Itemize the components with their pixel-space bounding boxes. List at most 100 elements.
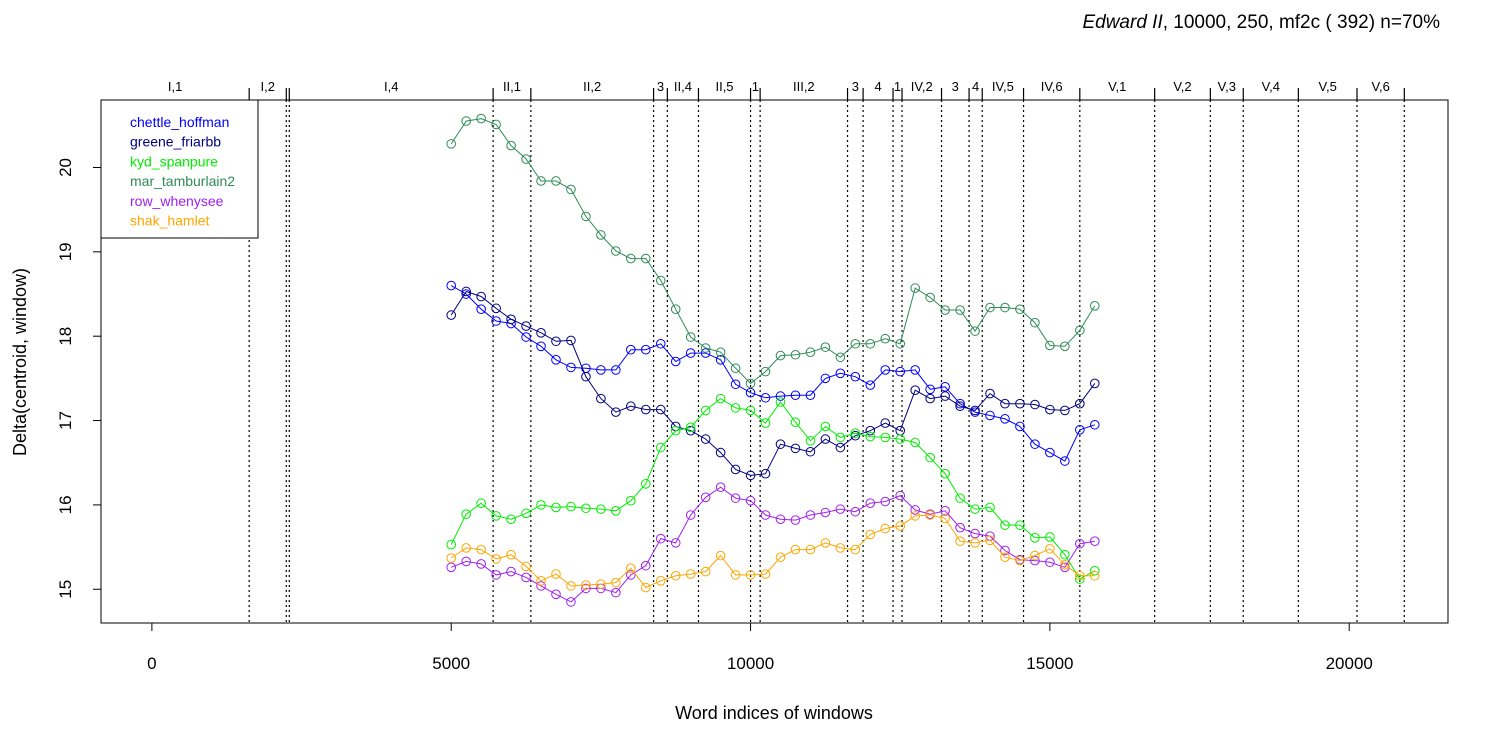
data-point: [1015, 520, 1025, 530]
data-point: [476, 304, 486, 315]
data-point: [745, 570, 756, 580]
data-point: [626, 253, 636, 264]
data-point: [730, 379, 741, 390]
scene-label: III,2: [793, 79, 815, 94]
data-point: [685, 332, 696, 342]
data-point: [865, 498, 876, 509]
data-point: [461, 543, 471, 553]
data-point: [880, 432, 891, 443]
data-point: [491, 119, 501, 130]
data-point: [1030, 439, 1040, 449]
data-point: [850, 371, 861, 382]
data-point: [551, 355, 561, 365]
data-point: [685, 569, 696, 579]
x-tick-label: 0: [147, 654, 156, 673]
data-point: [581, 583, 591, 594]
data-point: [835, 504, 846, 514]
data-point: [446, 562, 457, 573]
data-point: [626, 563, 636, 573]
data-point: [760, 510, 771, 520]
data-point: [985, 535, 995, 546]
data-point: [730, 403, 741, 413]
data-point: [521, 332, 531, 342]
data-point: [655, 404, 666, 415]
data-point: [640, 582, 651, 593]
data-point: [685, 425, 696, 436]
data-point: [1045, 340, 1055, 351]
legend-entry: row_whenysee: [130, 193, 224, 209]
scene-label: V,2: [1173, 79, 1191, 94]
data-point: [715, 347, 726, 358]
data-point: [880, 418, 891, 428]
scene-label: 3: [952, 79, 959, 94]
y-tick-label: 20: [56, 158, 75, 177]
data-point: [760, 366, 771, 377]
data-point: [1045, 543, 1055, 554]
legend: chettle_hoffman greene_friarbb kyd_spanpur…: [100, 99, 259, 239]
data-point: [940, 382, 950, 392]
scene-label: I,1: [168, 79, 182, 94]
data-point: [566, 362, 576, 373]
data-point: [655, 533, 666, 544]
data-point: [895, 521, 906, 531]
scene-label: II,1: [503, 79, 521, 94]
scene-label: IV,2: [911, 79, 933, 94]
scene-markers: I,1 I,2 I,4 II,1 II,2 3 II,4 II,5 1 III,2 3 4 1 IV,2 3…: [168, 79, 1405, 623]
series-line: [450, 285, 1095, 462]
data-point: [476, 498, 486, 509]
data-point: [536, 341, 546, 352]
data-point: [745, 495, 756, 506]
data-point: [655, 275, 666, 286]
scene-label: IV,6: [1041, 79, 1063, 94]
y-tick-label: 18: [56, 327, 75, 346]
data-point: [1000, 545, 1010, 556]
data-point: [985, 502, 995, 513]
data-point: [730, 464, 741, 475]
data-point: [1089, 378, 1100, 389]
data-point: [775, 397, 786, 407]
data-point: [491, 303, 501, 314]
y-tick-label: 15: [56, 580, 75, 599]
data-point: [805, 544, 816, 555]
legend-entry: mar_tamburlain2: [130, 173, 235, 189]
data-point: [955, 536, 965, 546]
data-point: [655, 576, 666, 586]
data-point: [1000, 302, 1010, 313]
data-point: [790, 390, 801, 401]
data-point: [775, 350, 786, 361]
data-point: [820, 434, 831, 444]
data-point: [835, 352, 846, 363]
data-point: [670, 570, 681, 581]
data-point: [506, 549, 516, 560]
data-point: [670, 304, 681, 315]
data-point: [1089, 419, 1100, 430]
data-point: [685, 510, 696, 520]
data-point: [536, 581, 546, 591]
scene-label: V,3: [1218, 79, 1236, 94]
scene-label: II,2: [583, 79, 601, 94]
data-point: [596, 230, 606, 240]
data-point: [1075, 538, 1085, 549]
data-point: [626, 495, 636, 506]
data-point: [1089, 536, 1100, 546]
scene-label: 4: [972, 79, 979, 94]
data-point: [805, 347, 816, 358]
series-line: [451, 486, 1095, 603]
data-point: [940, 305, 950, 315]
data-point: [865, 380, 876, 390]
data-point: [985, 410, 995, 421]
series-row_whenysee: [446, 482, 1100, 607]
data-point: [626, 344, 636, 355]
y-axis-label: Delta(centroid, window): [10, 268, 30, 456]
data-point: [670, 425, 681, 436]
data-point: [536, 328, 546, 338]
data-point: [521, 154, 531, 164]
data-point: [626, 401, 636, 412]
data-point: [1060, 341, 1070, 352]
data-point: [1030, 399, 1040, 410]
data-point: [521, 572, 531, 583]
data-point: [461, 556, 471, 567]
data-point: [551, 589, 561, 600]
data-point: [910, 505, 920, 515]
